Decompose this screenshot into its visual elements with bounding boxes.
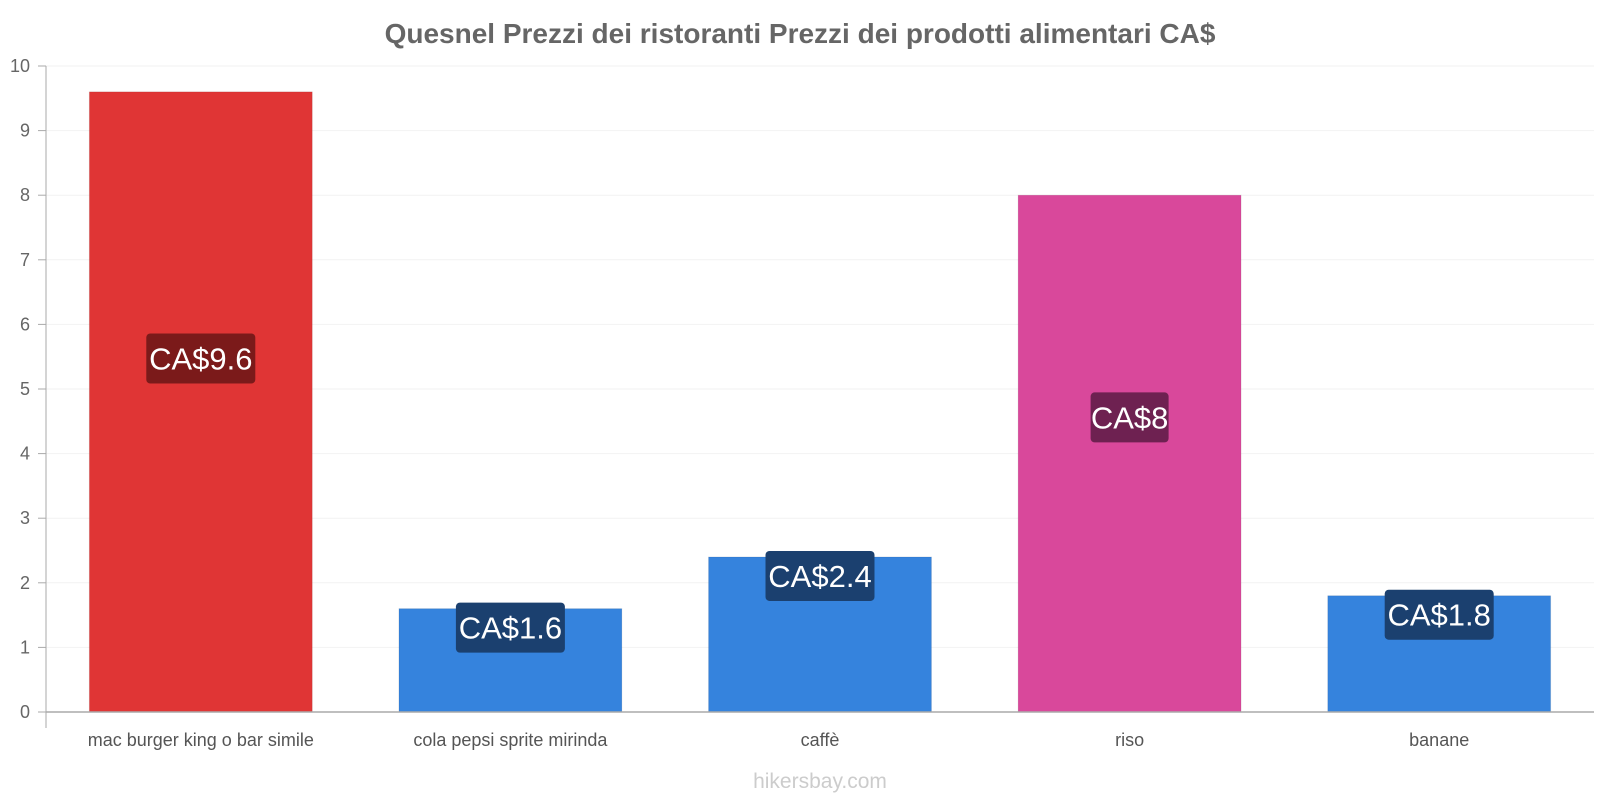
- x-tick-label: mac burger king o bar simile: [88, 730, 314, 750]
- y-tick-label: 0: [20, 702, 30, 722]
- x-tick-label: banane: [1409, 730, 1469, 750]
- chart-title: Quesnel Prezzi dei ristoranti Prezzi dei…: [385, 18, 1216, 49]
- data-label-box: [1090, 392, 1169, 443]
- data-label-box: [146, 333, 256, 384]
- bar: [1017, 194, 1242, 713]
- y-tick-label: 2: [20, 573, 30, 593]
- y-tick-label: 9: [20, 121, 30, 141]
- bars: [88, 91, 1552, 713]
- data-label: CA$1.8: [1387, 598, 1490, 633]
- y-tick-label: 10: [10, 56, 30, 76]
- data-label: CA$8: [1091, 400, 1169, 435]
- bar: [88, 91, 313, 713]
- y-tick-label: 3: [20, 508, 30, 528]
- data-label: CA$9.6: [149, 342, 252, 377]
- y-tick-label: 4: [20, 444, 30, 464]
- x-tick-label: riso: [1115, 730, 1144, 750]
- data-label: CA$1.6: [459, 611, 562, 646]
- x-tick-label: caffè: [801, 730, 840, 750]
- y-tick-label: 8: [20, 185, 30, 205]
- x-axis: mac burger king o bar simile cola pepsi s…: [46, 711, 1594, 750]
- y-tick-label: 1: [20, 637, 30, 657]
- y-tick-label: 5: [20, 379, 30, 399]
- data-label-box: [455, 602, 565, 653]
- data-label: CA$2.4: [768, 559, 871, 594]
- watermark: hikersbay.com: [753, 770, 887, 793]
- data-labels: CA$9.6 CA$1.6 CA$2.4 CA$8 CA$1.8: [146, 333, 1494, 653]
- y-axis: 0 1 2 3 4 5 6 7 8 9 10: [10, 56, 47, 728]
- x-tick-label: cola pepsi sprite mirinda: [413, 730, 608, 750]
- data-label-box: [765, 550, 875, 601]
- data-label-box: [1384, 589, 1494, 640]
- y-tick-label: 7: [20, 250, 30, 270]
- y-tick-label: 6: [20, 314, 30, 334]
